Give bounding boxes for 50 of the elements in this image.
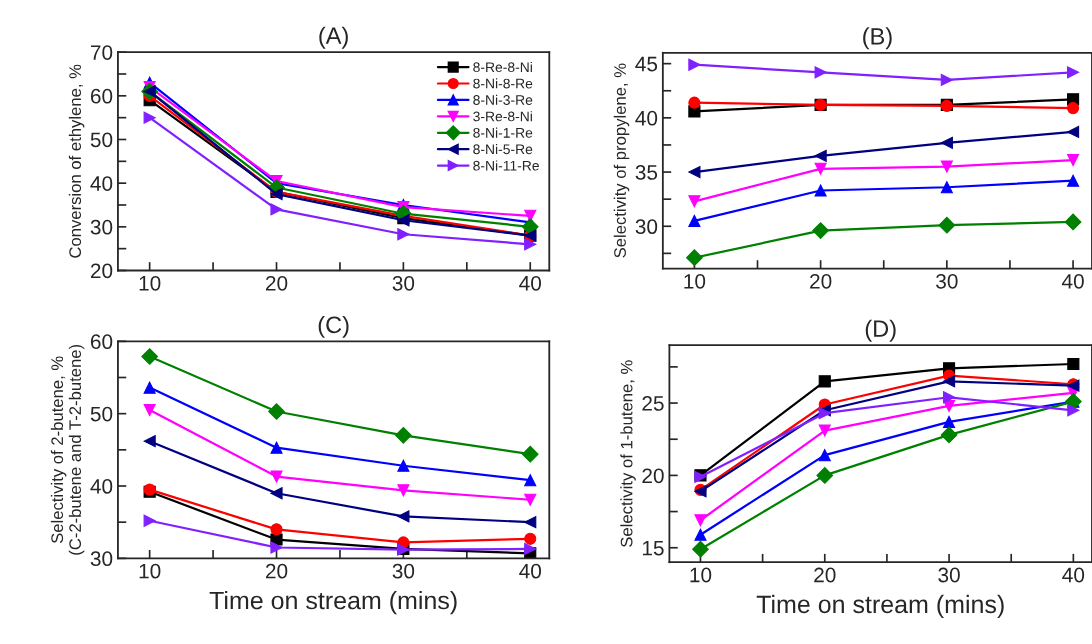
y-tick-label: 20 bbox=[90, 263, 113, 279]
x-tick-label: 20 bbox=[814, 567, 836, 583]
y-tick-label: 60 bbox=[90, 88, 113, 104]
legend-label: 3-Re-8-Ni bbox=[473, 111, 532, 122]
y-tick-label: 15 bbox=[642, 540, 664, 556]
y-tick-label: 50 bbox=[90, 132, 113, 148]
x-tick-label: 30 bbox=[392, 563, 415, 579]
x-tick-label: 20 bbox=[265, 275, 288, 291]
x-tick-label: 20 bbox=[810, 273, 832, 289]
x-tick-label: 10 bbox=[139, 563, 161, 579]
y-tick-label: 50 bbox=[90, 406, 113, 422]
legend-label: 8-Re-8-Ni bbox=[473, 61, 532, 73]
y-tick-label: 45 bbox=[635, 56, 658, 72]
y-axis-title: Selectivity of propylene, % bbox=[613, 63, 630, 258]
y-axis-title: Selectivity of 1-butene, % bbox=[620, 360, 636, 547]
legend-label: 8-Ni-11-Re bbox=[473, 160, 539, 171]
x-tick-label: 40 bbox=[519, 275, 542, 291]
x-tick-label: 30 bbox=[392, 275, 415, 291]
y-axis-title: Conversion of ethylene, % bbox=[68, 64, 85, 258]
chart-title: (B) bbox=[863, 27, 892, 50]
y-tick-label: 40 bbox=[90, 176, 113, 191]
x-axis-title: Time on stream (mins) bbox=[756, 594, 1004, 619]
x-axis-title: Time on stream (mins) bbox=[209, 590, 457, 615]
x-tick-label: 10 bbox=[690, 567, 712, 583]
y-tick-label: 60 bbox=[90, 334, 113, 350]
legend-label: 8-Ni-1-Re bbox=[473, 127, 533, 138]
x-tick-label: 10 bbox=[139, 275, 161, 291]
legend-label: 8-Ni-3-Re bbox=[473, 94, 533, 105]
chart-title: (C) bbox=[318, 315, 349, 338]
y-tick-label: 40 bbox=[635, 110, 658, 126]
x-tick-label: 40 bbox=[1061, 273, 1084, 289]
y-tick-label: 20 bbox=[642, 468, 664, 484]
y-tick-label: 40 bbox=[90, 479, 113, 494]
x-tick-label: 30 bbox=[938, 567, 960, 583]
y-tick-label: 35 bbox=[635, 165, 658, 180]
legend-label: 8-Ni-8-Re bbox=[473, 78, 533, 89]
x-tick-label: 40 bbox=[519, 563, 542, 579]
legend-label: 8-Ni-5-Re bbox=[473, 143, 533, 155]
x-tick-label: 20 bbox=[265, 563, 288, 579]
y-tick-label: 30 bbox=[635, 219, 658, 235]
x-tick-label: 10 bbox=[684, 273, 706, 289]
chart-title: (D) bbox=[865, 319, 896, 342]
x-tick-label: 40 bbox=[1062, 567, 1085, 583]
y-tick-label: 70 bbox=[90, 45, 113, 60]
y-tick-label: 30 bbox=[90, 219, 113, 235]
y-axis-title: Selectivity of 2-butene, % (C-2-butene and T-2-butene) bbox=[50, 344, 85, 555]
y-tick-label: 30 bbox=[90, 551, 113, 567]
y-tick-label: 25 bbox=[642, 396, 664, 411]
x-tick-label: 30 bbox=[936, 273, 958, 289]
chart-title: (A) bbox=[319, 26, 348, 49]
